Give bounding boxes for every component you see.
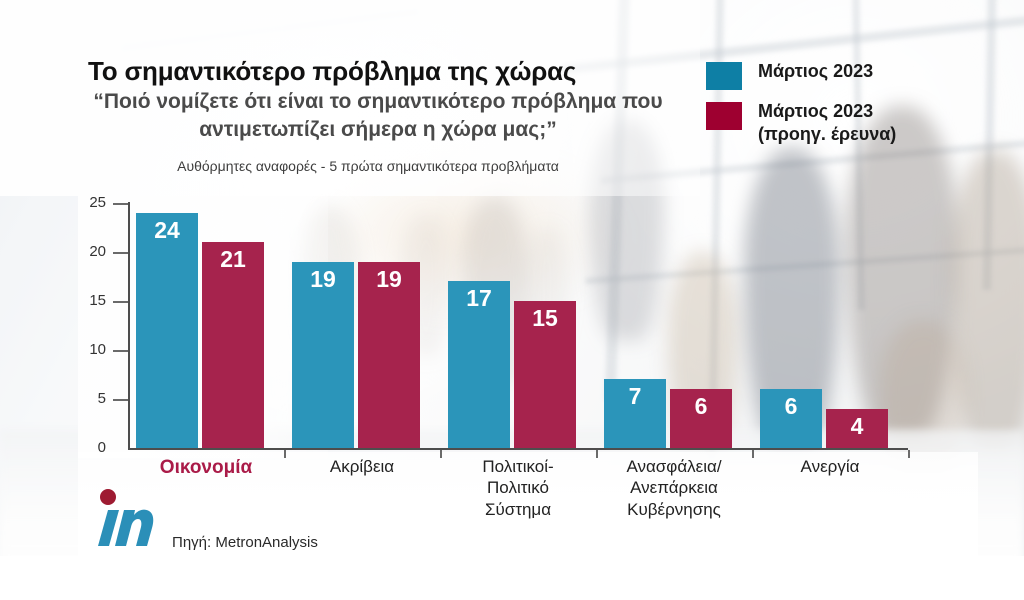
x-axis-tick [596,450,598,458]
bar-value-label: 19 [310,265,336,292]
chart-legend: Μάρτιος 2023 Μάρτιος 2023 (προηγ. έρευνα… [706,60,1006,155]
y-axis-tick [113,203,128,205]
bar[interactable]: 15 [514,301,576,448]
bar[interactable]: 19 [358,261,420,448]
bar[interactable]: 24 [136,212,198,448]
bar[interactable]: 17 [448,281,510,448]
y-axis-tick [113,399,128,401]
photo-figure [950,150,1024,450]
bar[interactable]: 4 [826,408,888,448]
legend-swatch-previous-icon [706,102,742,130]
legend-item-current[interactable]: Μάρτιος 2023 [706,60,1006,90]
bar-value-label: 6 [694,393,708,420]
bar-value-label: 6 [784,393,798,420]
category-label: Πολιτικοί- Πολιτικό Σύστημα [482,457,554,519]
y-axis-label: 0 [97,439,106,456]
footer-white-band [0,556,1024,600]
bar-value-label: 21 [220,246,246,273]
y-axis-label: 10 [89,341,106,358]
legend-swatch-current-icon [706,62,742,90]
x-axis-line [128,448,908,450]
survey-question: “Ποιό νομίζετε ότι είναι το σημαντικότερ… [93,90,663,141]
bar-value-label: 17 [466,285,492,312]
in-logo-icon[interactable] [92,488,158,550]
category-label: Οικονομία [159,457,253,478]
y-axis-label: 20 [89,243,106,260]
x-axis-tick [908,450,910,458]
y-axis-tick [113,301,128,303]
legend-item-previous[interactable]: Μάρτιος 2023 (προηγ. έρευνα) [706,100,1006,145]
labels-backdrop-wash [78,452,978,556]
photo-figure [846,106,958,436]
category-label: Ακρίβεια [329,457,395,476]
bar[interactable]: 7 [604,379,666,448]
page-title: Το σημαντικότερο πρόβλημα της χώρας [88,56,577,86]
methodology-note: Αυθόρμητες αναφορές - 5 πρώτα σημαντικότ… [177,158,559,174]
y-axis-tick [113,252,128,254]
logo-letter-n [115,509,154,546]
header-backdrop-wash [0,0,700,196]
bar-value-label: 19 [376,265,402,292]
category-label: Ανασφάλεια/ Ανεπάρκεια Κυβέρνησης [626,457,722,519]
y-axis-line [128,202,130,450]
x-axis-tick [752,450,754,458]
bar[interactable]: 6 [760,389,822,448]
bar-value-label: 4 [850,412,864,439]
logo-letter-i [98,510,119,546]
source-attribution: Πηγή: MetronAnalysis [172,534,318,551]
bar-value-label: 24 [154,216,180,243]
y-axis-label: 15 [89,292,106,309]
y-axis-label: 25 [89,194,106,211]
category-label: Ανεργία [800,457,860,476]
bar[interactable]: 19 [292,261,354,448]
y-axis-label: 5 [97,390,106,407]
legend-label-current: Μάρτιος 2023 [758,61,874,81]
legend-label-previous: Μάρτιος 2023 (προηγ. έρευνα) [758,101,897,144]
logo-dot [100,489,116,505]
x-axis-tick [440,450,442,458]
bar[interactable]: 21 [202,242,264,448]
x-axis-tick [284,450,286,458]
y-axis-tick [113,350,128,352]
bar-value-label: 15 [532,305,558,331]
bar[interactable]: 6 [670,389,732,448]
bar-value-label: 7 [628,383,642,410]
